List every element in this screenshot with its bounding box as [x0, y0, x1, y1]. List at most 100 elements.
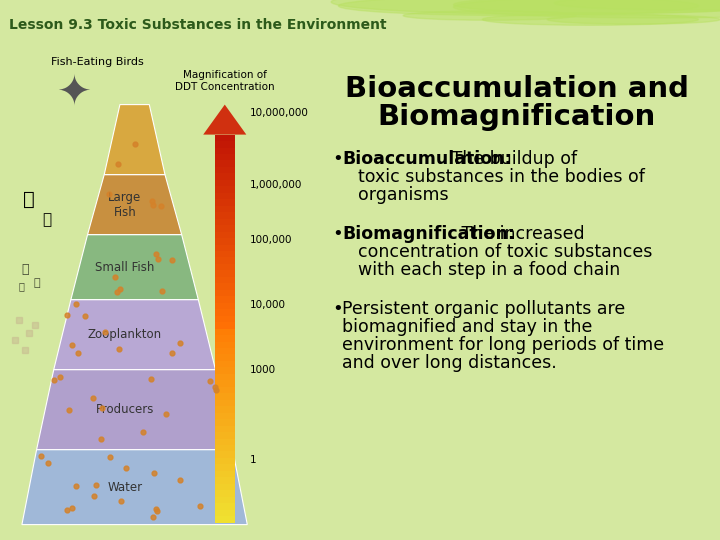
Bar: [215, 387, 235, 393]
Text: Water: Water: [107, 481, 143, 494]
Bar: [215, 361, 235, 367]
Text: 100,000: 100,000: [251, 234, 293, 245]
Text: •: •: [333, 225, 343, 242]
Polygon shape: [71, 234, 198, 300]
Bar: [215, 426, 235, 432]
Text: Zooplankton: Zooplankton: [88, 328, 162, 341]
Text: Persistent organic pollutants are: Persistent organic pollutants are: [343, 300, 626, 318]
Text: 🐟: 🐟: [23, 190, 35, 209]
Polygon shape: [22, 450, 247, 524]
Text: Bioaccumulation:: Bioaccumulation:: [343, 150, 512, 167]
Circle shape: [403, 11, 576, 20]
Bar: [215, 206, 235, 212]
Bar: [215, 497, 235, 503]
Text: toxic substances in the bodies of: toxic substances in the bodies of: [358, 167, 645, 186]
Bar: [215, 432, 235, 438]
Polygon shape: [88, 174, 181, 234]
Bar: [215, 212, 235, 219]
Text: 🐟: 🐟: [19, 281, 24, 292]
Circle shape: [331, 0, 720, 15]
Bar: [215, 245, 235, 251]
Polygon shape: [54, 300, 215, 369]
Bar: [215, 477, 235, 484]
Text: organisms: organisms: [358, 186, 449, 204]
Bar: [215, 419, 235, 426]
Text: 1000: 1000: [251, 364, 276, 375]
Bar: [215, 160, 235, 167]
Text: biomagnified and stay in the: biomagnified and stay in the: [343, 318, 593, 335]
Bar: [215, 147, 235, 154]
Bar: [215, 180, 235, 186]
Bar: [215, 380, 235, 387]
Bar: [215, 167, 235, 173]
Bar: [215, 335, 235, 341]
Text: 🐟: 🐟: [42, 212, 51, 227]
Text: DDT Concentration: DDT Concentration: [175, 82, 274, 92]
Bar: [215, 406, 235, 413]
Bar: [215, 464, 235, 471]
Text: with each step in a food chain: with each step in a food chain: [358, 261, 621, 279]
Text: 1: 1: [251, 455, 257, 464]
Bar: [215, 445, 235, 451]
Bar: [215, 238, 235, 245]
Text: Large
Fish: Large Fish: [108, 191, 141, 219]
Circle shape: [547, 15, 720, 24]
Bar: [215, 219, 235, 225]
Bar: [215, 303, 235, 309]
Bar: [215, 367, 235, 374]
Text: and over long distances.: and over long distances.: [343, 354, 557, 372]
Bar: [215, 516, 235, 523]
Circle shape: [554, 0, 720, 10]
Bar: [215, 284, 235, 290]
Bar: [215, 458, 235, 464]
Text: Fish-Eating Birds: Fish-Eating Birds: [51, 57, 144, 66]
Bar: [215, 503, 235, 510]
Bar: [215, 173, 235, 180]
Bar: [215, 484, 235, 490]
Text: Magnification of: Magnification of: [183, 70, 266, 79]
Bar: [215, 329, 235, 335]
Circle shape: [338, 0, 698, 16]
Text: 🐟: 🐟: [21, 263, 29, 276]
Text: Producers: Producers: [96, 403, 154, 416]
Bar: [215, 413, 235, 419]
Bar: [215, 354, 235, 361]
Text: The increased: The increased: [456, 225, 585, 242]
Bar: [215, 393, 235, 400]
Bar: [215, 258, 235, 264]
Bar: [215, 471, 235, 477]
Polygon shape: [104, 105, 165, 174]
Bar: [215, 510, 235, 516]
Bar: [215, 400, 235, 406]
Text: Biomagnification:: Biomagnification:: [343, 225, 516, 242]
Bar: [215, 277, 235, 284]
Text: concentration of toxic substances: concentration of toxic substances: [358, 242, 652, 261]
Bar: [215, 490, 235, 497]
Text: environment for long periods of time: environment for long periods of time: [343, 335, 665, 354]
Text: •: •: [333, 300, 343, 318]
Bar: [215, 341, 235, 348]
Circle shape: [482, 14, 698, 25]
Text: 🐟: 🐟: [33, 278, 40, 288]
Bar: [215, 438, 235, 445]
Bar: [215, 251, 235, 258]
Bar: [215, 186, 235, 193]
Bar: [215, 271, 235, 277]
Text: 10,000,000: 10,000,000: [251, 107, 309, 118]
Text: •: •: [333, 150, 343, 167]
Text: Small Fish: Small Fish: [95, 261, 155, 274]
Bar: [215, 225, 235, 232]
Bar: [215, 154, 235, 160]
Text: Lesson 9.3 Toxic Substances in the Environment: Lesson 9.3 Toxic Substances in the Envir…: [9, 18, 386, 32]
Bar: [215, 322, 235, 329]
Bar: [215, 232, 235, 238]
Bar: [215, 296, 235, 303]
Text: ✦: ✦: [56, 72, 91, 114]
Polygon shape: [203, 105, 246, 134]
Circle shape: [454, 0, 720, 18]
Circle shape: [454, 0, 720, 13]
Bar: [215, 141, 235, 147]
Bar: [215, 290, 235, 296]
Bar: [215, 134, 235, 141]
Text: Bioaccumulation and: Bioaccumulation and: [345, 75, 689, 103]
